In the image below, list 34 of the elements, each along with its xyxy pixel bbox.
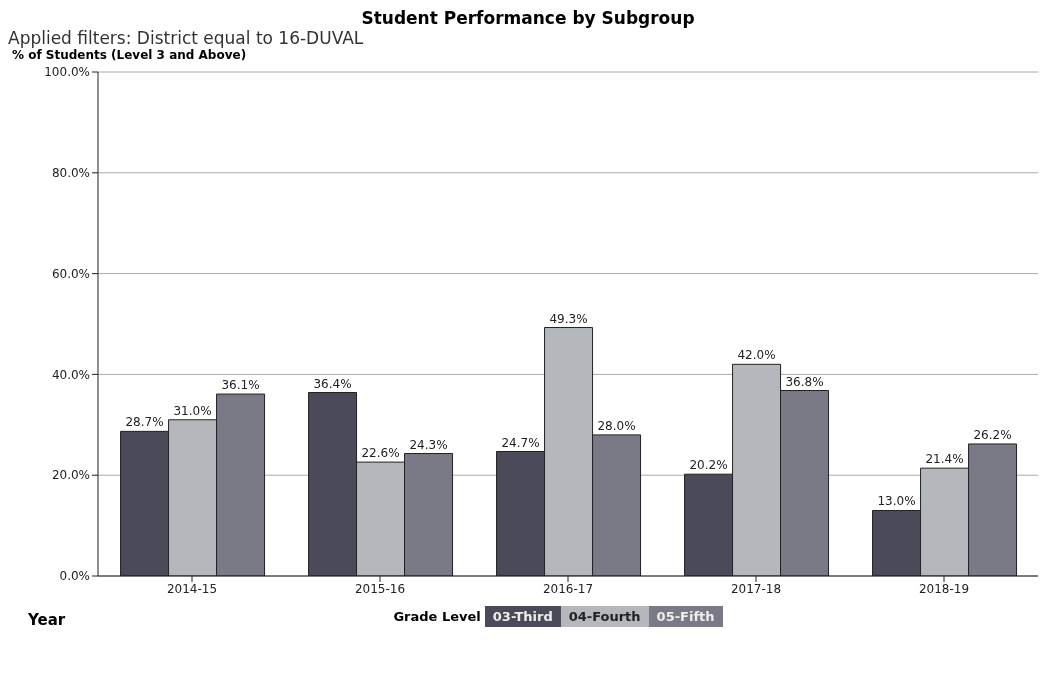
text: 05-Fifth — [648, 606, 723, 627]
data-label: 49.3% — [549, 311, 588, 326]
x-tick-label: 2018-19 — [918, 581, 970, 596]
data-label: 42.0% — [737, 348, 776, 363]
data-label: 36.8% — [785, 374, 824, 389]
x-tick-label: 2014-15 — [166, 581, 218, 596]
data-label: 28.0% — [597, 418, 636, 433]
x-tick-label: 2017-18 — [730, 581, 782, 596]
x-tick-label: 2016-17 — [542, 581, 594, 596]
text: 04-Fourth — [560, 606, 649, 627]
data-label: 21.4% — [925, 452, 964, 467]
y-tick-label: 0.0% — [59, 569, 90, 584]
data-label: 20.2% — [689, 458, 728, 473]
y-tick-label: 40.0% — [51, 367, 90, 382]
y-tick-label: 60.0% — [51, 266, 90, 281]
legend-title: Grade Level — [393, 609, 481, 624]
data-label: 24.3% — [409, 437, 448, 452]
data-label: 31.0% — [173, 403, 212, 418]
data-label: 26.2% — [973, 427, 1012, 442]
data-label: 22.6% — [361, 446, 400, 461]
chart-subtitle: Applied filters: District equal to 16-DUVAL — [8, 28, 365, 48]
y-tick-label: 80.0% — [51, 166, 90, 181]
x-tick-label: 2015-16 — [354, 581, 406, 596]
data-label: 36.1% — [221, 378, 260, 393]
y-tick-label: 20.0% — [51, 468, 90, 483]
data-label: 24.7% — [501, 435, 540, 450]
x-axis-title: Year — [28, 611, 66, 629]
y-tick-label: 100.0% — [44, 65, 90, 80]
data-label: 28.7% — [125, 415, 164, 430]
data-label: 36.4% — [313, 376, 352, 391]
y-axis-title: % of Students (Level 3 and Above) — [12, 48, 248, 62]
data-label: 13.0% — [877, 494, 916, 509]
text: 03-Third — [484, 606, 561, 627]
chart-title: Student Performance by Subgroup — [360, 8, 696, 28]
